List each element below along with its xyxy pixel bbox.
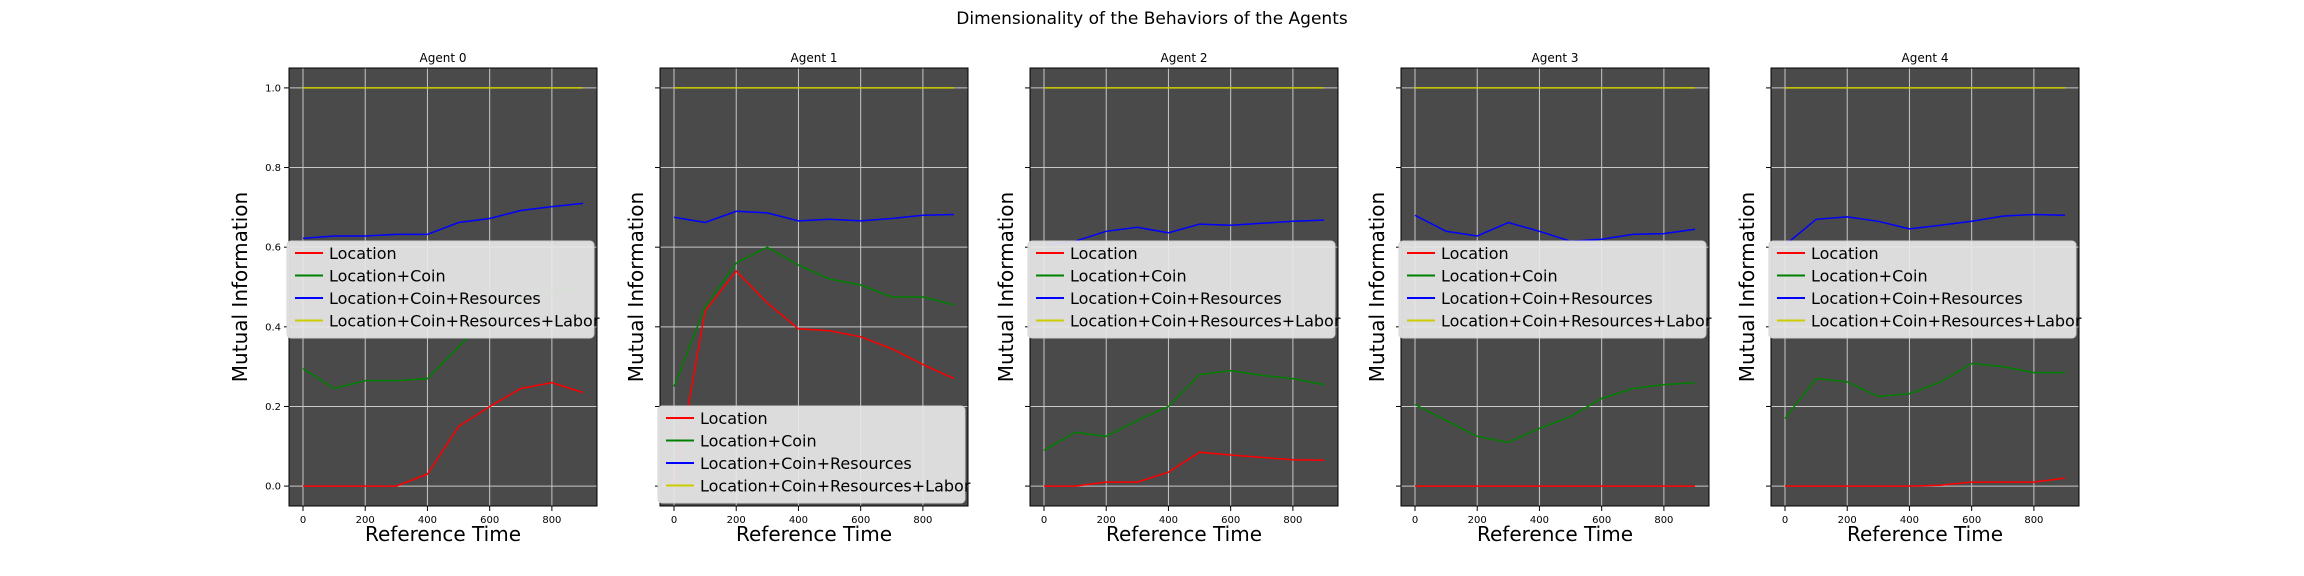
x-tick-label: 600 <box>480 515 499 526</box>
x-tick-label: 800 <box>1654 515 1673 526</box>
legend-label: Location+Coin+Resources <box>1811 289 2023 308</box>
x-tick-label: 200 <box>1838 515 1857 526</box>
series-line-0 <box>303 381 584 487</box>
panel-agent-3: 0 200 400 600 800 Agent 3 Reference Time Mutual… <box>1365 51 1712 546</box>
x-tick-label: 400 <box>1159 515 1178 526</box>
y-tick-label: 0.2 <box>265 402 281 413</box>
series-line-0 <box>1785 477 2066 487</box>
x-tick-label: 600 <box>1221 515 1240 526</box>
legend-label: Location+Coin+Resources <box>1070 289 1282 308</box>
x-tick-label: 600 <box>1592 515 1611 526</box>
panel-title: Agent 2 <box>1161 51 1208 65</box>
series-line-1 <box>1784 362 2065 419</box>
x-axis-label: Reference Time <box>1847 522 2003 546</box>
x-axis-label: Reference Time <box>1477 522 1633 546</box>
legend-label: Location <box>700 409 768 428</box>
legend-box <box>1398 240 1707 339</box>
x-tick-label: 800 <box>2024 515 2043 526</box>
panels: 0 200 400 600 800 0.0 0.2 0.4 0.6 0.8 1.0 Agent 0 Re… <box>228 51 2082 546</box>
legend-label: Location <box>1441 244 1509 263</box>
x-tick-label: 200 <box>1097 515 1116 526</box>
y-axis-label: Mutual Information <box>1365 192 1389 382</box>
legend-box <box>1768 240 2077 339</box>
panel-title: Agent 1 <box>791 51 838 65</box>
series-line-2 <box>673 210 955 224</box>
x-tick-label: 400 <box>1530 515 1549 526</box>
legend: Location Location+Coin Location+Coin+Resou… <box>1768 240 2082 339</box>
series-line-1 <box>673 246 955 387</box>
y-tick-label: 1.0 <box>265 83 281 94</box>
panel-title: Agent 3 <box>1532 51 1579 65</box>
y-axis-label: Mutual Information <box>994 192 1018 382</box>
legend-label: Location <box>329 244 397 263</box>
x-tick-label: 800 <box>542 515 561 526</box>
x-tick-label: 600 <box>1962 515 1981 526</box>
legend-label: Location <box>1070 244 1138 263</box>
y-axis-label: Mutual Information <box>624 192 648 382</box>
x-axis-label: Reference Time <box>1106 522 1262 546</box>
panel-title: Agent 0 <box>420 51 467 65</box>
figure-title: Dimensionality of the Behaviors of the A… <box>956 9 1348 29</box>
panel-agent-0: 0 200 400 600 800 0.0 0.2 0.4 0.6 0.8 1.0 Agent 0 Re… <box>228 51 600 546</box>
x-tick-label: 200 <box>727 515 746 526</box>
legend-label: Location+Coin+Resources+Labor <box>1441 312 1712 331</box>
y-tick-label: 0.4 <box>265 322 281 333</box>
legend: Location Location+Coin Location+Coin+Resou… <box>1398 240 1712 339</box>
x-tick-label: 200 <box>1468 515 1487 526</box>
series-line-2 <box>302 202 584 240</box>
x-tick-label: 800 <box>913 515 932 526</box>
legend-label: Location+Coin <box>1441 267 1558 286</box>
legend-label: Location+Coin <box>700 432 817 451</box>
legend-label: Location+Coin+Resources+Labor <box>1070 312 1341 331</box>
legend-label: Location+Coin+Resources+Labor <box>1811 312 2082 331</box>
x-tick-label: 800 <box>1283 515 1302 526</box>
legend-label: Location <box>1811 244 1879 263</box>
panel-title: Agent 4 <box>1902 51 1949 65</box>
legend-box <box>1027 240 1336 339</box>
x-tick-label: 0 <box>1782 515 1788 526</box>
legend-label: Location+Coin <box>329 267 446 286</box>
x-tick-label: 0 <box>300 515 306 526</box>
series-line-2 <box>1414 214 1696 242</box>
axes-frame <box>659 67 969 507</box>
series-line-0 <box>673 269 955 487</box>
legend: Location Location+Coin Location+Coin+Resou… <box>286 240 600 339</box>
legend-label: Location+Coin <box>1811 267 1928 286</box>
series-line-2 <box>1784 213 2066 246</box>
legend-label: Location+Coin+Resources+Labor <box>700 477 971 496</box>
legend-label: Location+Coin <box>1070 267 1187 286</box>
x-tick-label: 400 <box>418 515 437 526</box>
legend-label: Location+Coin+Resources <box>1441 289 1653 308</box>
panel-agent-2: 0 200 400 600 800 Agent 2 Reference Time Mutual… <box>994 51 1341 546</box>
y-axis-label: Mutual Information <box>228 192 252 382</box>
legend-box <box>657 405 966 504</box>
legend-label: Location+Coin+Resources <box>700 454 912 473</box>
y-tick-label: 0.0 <box>265 482 281 493</box>
legend: Location Location+Coin Location+Coin+Resou… <box>657 405 971 504</box>
legend-label: Location+Coin+Resources <box>329 289 541 308</box>
panel-agent-4: 0 200 400 600 800 Agent 4 Reference Time Mutual… <box>1735 51 2082 546</box>
y-tick-label: 0.8 <box>265 163 281 174</box>
y-axis-label: Mutual Information <box>1735 192 1759 382</box>
series-line-0 <box>1044 451 1325 487</box>
x-axis-label: Reference Time <box>736 522 892 546</box>
x-tick-label: 0 <box>671 515 677 526</box>
x-tick-label: 600 <box>851 515 870 526</box>
legend-label: Location+Coin+Resources+Labor <box>329 312 600 331</box>
legend: Location Location+Coin Location+Coin+Resou… <box>1027 240 1341 339</box>
series-line-2 <box>1043 219 1325 246</box>
x-tick-label: 0 <box>1041 515 1047 526</box>
series-line-1 <box>1414 381 1696 444</box>
x-tick-label: 200 <box>356 515 375 526</box>
x-axis-label: Reference Time <box>365 522 521 546</box>
panel-agent-1: 0 200 400 600 800 Agent 1 Reference Time Mutual… <box>624 51 971 546</box>
x-tick-label: 0 <box>1412 515 1418 526</box>
y-tick-label: 0.6 <box>265 243 281 254</box>
legend-box <box>286 240 595 339</box>
x-tick-label: 400 <box>789 515 808 526</box>
x-tick-label: 400 <box>1900 515 1919 526</box>
series-line-1 <box>1043 369 1325 451</box>
